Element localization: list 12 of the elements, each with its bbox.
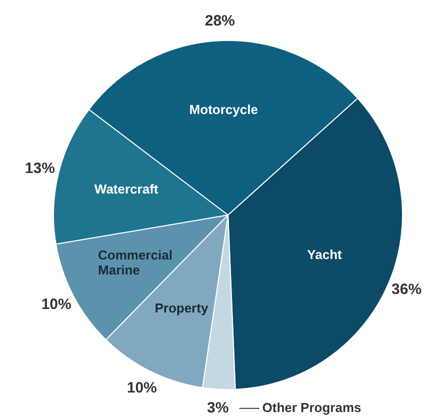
data-label: 10%	[126, 380, 157, 397]
slice-label: Yacht	[307, 247, 343, 262]
slice-label: Watercraft	[94, 182, 159, 197]
data-label: 28%	[204, 12, 235, 30]
slice-label: Property	[154, 300, 209, 316]
data-label: 3%	[207, 400, 229, 416]
data-label: 13%	[24, 160, 55, 177]
slice-label: Motorcycle	[189, 102, 258, 117]
data-label: 10%	[41, 296, 72, 313]
data-label: 36%	[392, 281, 422, 298]
slice-label: Commercial Marine	[98, 248, 172, 278]
slice-label: Other Programs	[262, 400, 362, 416]
